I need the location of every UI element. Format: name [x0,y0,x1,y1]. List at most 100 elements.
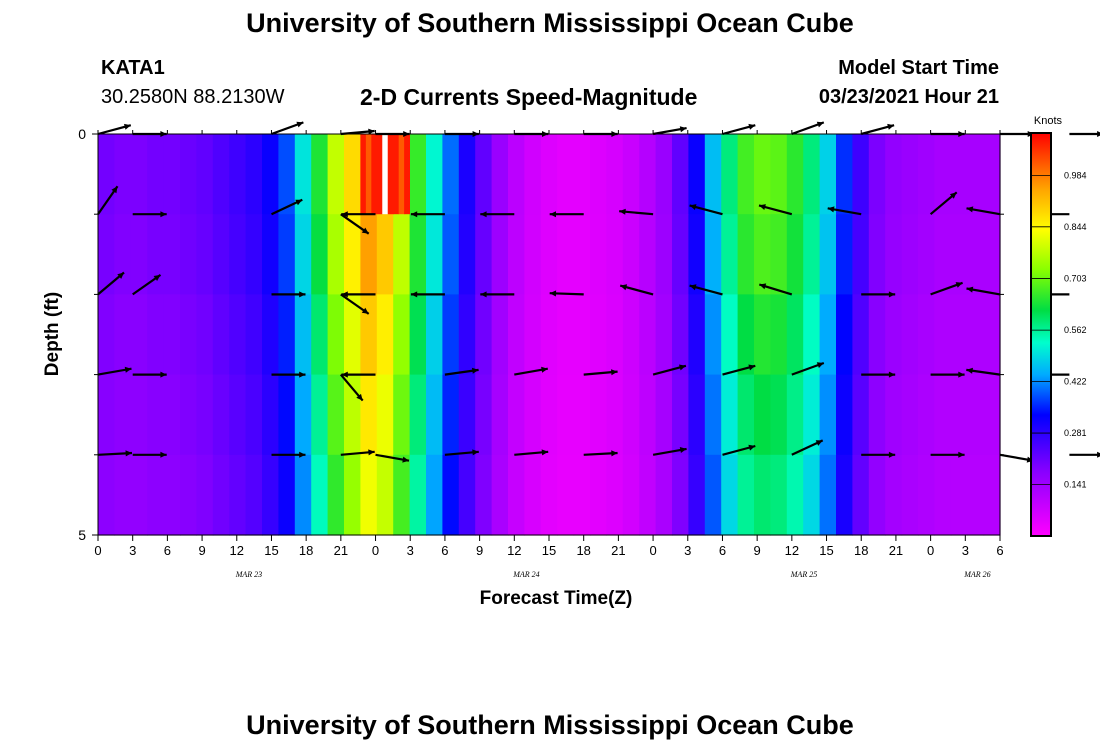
heatmap-cell [180,454,197,536]
x-tick-label: 15 [819,543,833,558]
current-vector-head [410,211,418,218]
page-title: University of Southern Mississippi Ocean… [246,8,854,38]
heatmap-cell [836,134,853,215]
heatmap-cell [327,134,345,215]
station-id: KATA1 [101,57,165,79]
heatmap-cell [590,294,607,376]
current-vector-head [549,290,557,297]
heatmap-cell [278,214,296,295]
x-tick-label: 9 [754,543,761,558]
heatmap-peak-cell [376,134,383,215]
heatmap-cell [606,374,624,456]
current-vector-head [759,283,767,290]
heatmap-cell [491,454,509,536]
heatmap-cell [130,214,148,295]
heatmap-cell [262,134,279,215]
heatmap-cell [901,294,919,376]
heatmap-cell [934,134,952,215]
heatmap-cell [836,454,853,536]
current-vector-head [955,282,963,288]
heatmap-cell [278,294,296,376]
heatmap-cell [967,214,985,295]
heatmap-cell [376,454,394,536]
current-vector-head [341,371,348,378]
heatmap-cell [737,214,755,295]
x-tick-label: 21 [889,543,903,558]
heatmap-cell [770,454,788,536]
colorbar-tick-label: 0.703 [1064,273,1087,283]
current-vector-head [124,366,132,373]
heatmap-cell [294,294,312,376]
current-vector-head [361,307,369,314]
heatmap-peak-cell [382,134,389,215]
heatmap-cell [606,294,624,376]
current-vector-head [748,123,756,130]
current-vector-head [549,211,556,218]
heatmap-cell [229,134,247,215]
x-tick-label: 6 [164,543,171,558]
heatmap-cell [426,214,443,295]
heatmap-cell [426,134,443,215]
heatmap-cell [819,134,837,215]
current-vector-head [160,451,167,458]
heatmap-cell [475,134,493,215]
station-coordinates: 30.2580N 88.2130W [101,86,285,108]
heatmap-cell [163,454,181,536]
current-vector-head [620,284,628,291]
current-vector-head [295,199,303,206]
heatmap-cell [901,454,919,536]
heatmap-cell [852,294,870,376]
heatmap-cell [934,294,952,376]
model-start-label: Model Start Time [838,57,999,79]
current-vector-head [966,286,974,293]
heatmap-cell [147,454,165,536]
heatmap-cell [836,294,853,376]
current-vectors [97,121,1100,463]
heatmap-cell [393,374,411,456]
heatmap-cell [770,294,788,376]
heatmap-cell [262,454,279,536]
heatmap-cell [360,374,378,456]
heatmap-cell [114,214,132,295]
heatmap-cell [672,454,689,536]
heatmap-cell [196,294,214,376]
heatmap-cell [262,214,279,295]
heatmap-cell [245,374,263,456]
heatmap-cell [606,454,624,536]
heatmap-cell [950,134,968,215]
current-vector-head [480,291,487,298]
x-tick-label: 3 [129,543,136,558]
heatmap-cell [704,134,722,215]
heatmap-cell [163,214,181,295]
heatmap-cell [934,214,952,295]
heatmap-cell [852,134,870,215]
heatmap-cell [212,454,230,536]
heatmap-cell [458,294,476,376]
current-vector-head [124,123,131,130]
heatmap-cell [819,374,837,456]
heatmap-cell [885,454,903,536]
heatmap-cell [212,294,230,376]
y-tick-label: 5 [78,527,86,543]
current-vector-head [160,371,167,378]
heatmap-cell [196,454,214,536]
heatmap-cell [950,374,968,456]
current-vector-head [611,450,618,457]
date-label: MAR 26 [963,570,990,579]
current-vector-head [748,364,756,371]
current-vector-head [966,367,973,374]
heatmap-cell [754,374,771,456]
heatmap-cell [442,214,460,295]
heatmap-cell [327,294,345,376]
heatmap-cell [212,214,230,295]
current-vector-head [111,186,118,194]
heatmap-cell [130,134,148,215]
heatmap-cell [573,134,591,215]
heatmap-cell [786,294,804,376]
heatmap-peak-cell [404,134,410,215]
heatmap-cell [130,454,148,536]
heatmap-cell [147,134,165,215]
current-vector-head [759,204,766,210]
heatmap-cell [376,294,394,376]
heatmap-cell [754,214,771,295]
